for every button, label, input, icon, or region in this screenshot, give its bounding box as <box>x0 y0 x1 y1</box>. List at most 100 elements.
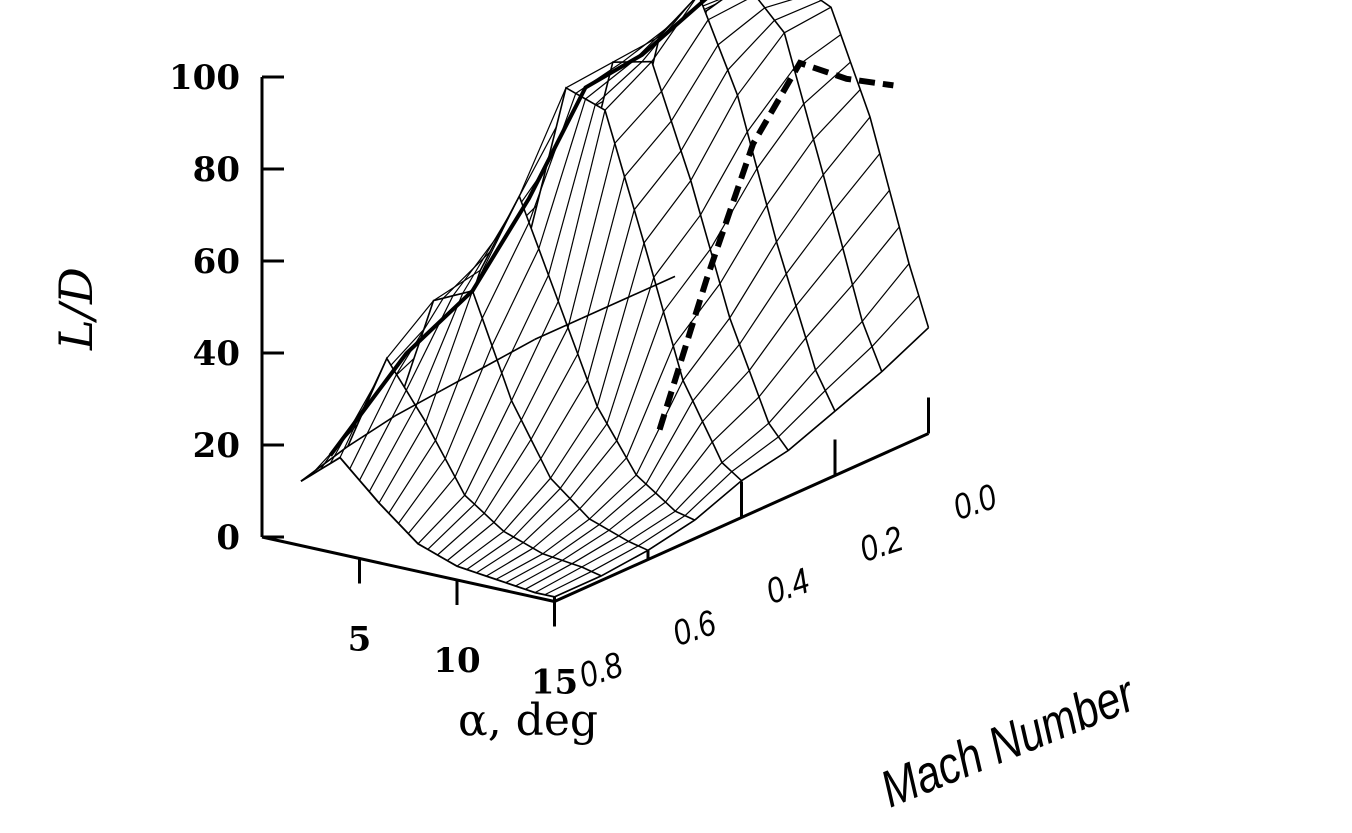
mesh-line <box>852 226 900 286</box>
mesh-line <box>719 204 768 284</box>
mesh-line <box>729 241 778 319</box>
mesh-line <box>405 295 454 391</box>
mesh-line <box>824 346 873 391</box>
mesh-line <box>483 439 532 514</box>
x-tick-label: 5 <box>348 620 372 660</box>
mesh-line <box>386 300 434 359</box>
surface-strip <box>301 358 602 597</box>
mesh-line <box>501 274 550 374</box>
edge-line <box>627 275 676 299</box>
mesh-line <box>434 318 483 441</box>
edge-line <box>300 445 349 482</box>
mach-section-curve <box>393 289 649 552</box>
mach-tick-label: 0.6 <box>668 603 721 654</box>
mesh-line <box>437 512 485 556</box>
mesh-line <box>813 89 861 140</box>
mesh-line <box>739 273 787 345</box>
mesh-line <box>637 515 686 547</box>
mesh-line <box>565 61 614 89</box>
mesh-line <box>711 396 760 443</box>
edge-line <box>694 480 743 521</box>
mesh-line <box>628 510 676 542</box>
mesh-line <box>444 345 493 459</box>
mesh-line <box>495 553 544 580</box>
mesh-line <box>692 343 740 402</box>
edge-line <box>581 296 629 320</box>
mesh-line <box>515 559 563 587</box>
mesh-line <box>737 32 785 96</box>
mesh-line <box>503 477 551 532</box>
mesh-line <box>542 518 590 555</box>
mesh-line <box>748 305 797 371</box>
mesh-line <box>581 540 629 568</box>
mesh-line <box>538 98 587 249</box>
mesh-line <box>746 67 795 133</box>
mesh-line <box>567 143 616 328</box>
x-tick-label: 10 <box>433 641 480 681</box>
edge-line <box>440 364 489 392</box>
edge-line <box>787 410 836 452</box>
mesh-line <box>717 7 766 46</box>
mesh-line <box>832 153 881 212</box>
mesh-line <box>571 535 620 565</box>
y-tick-label: 20 <box>193 426 240 466</box>
mesh-line <box>579 457 627 510</box>
mesh-line <box>861 263 910 322</box>
edge-line <box>647 519 696 551</box>
mesh-line <box>547 104 596 276</box>
mesh-line <box>776 174 824 243</box>
mesh-line <box>559 423 608 489</box>
edge-line <box>534 317 582 341</box>
mesh-line <box>425 290 474 423</box>
mesh-line <box>596 242 645 407</box>
mesh-line <box>594 61 643 106</box>
mesh-line <box>778 390 826 438</box>
mesh-line <box>561 529 610 561</box>
mesh-line <box>522 498 571 544</box>
mesh-line <box>505 556 553 584</box>
mesh-line <box>606 277 655 424</box>
mesh-line <box>758 337 807 398</box>
edge-line <box>554 575 602 598</box>
mesh-line <box>466 536 514 570</box>
mach-section-curve <box>300 456 555 598</box>
mesh-line <box>731 436 779 473</box>
x-axis-line <box>261 535 555 603</box>
mesh-line <box>709 168 758 250</box>
limit-dashed-curve <box>656 59 894 431</box>
surface-mesh <box>300 0 930 598</box>
mesh-line <box>446 521 495 562</box>
edge-line <box>394 389 442 417</box>
surface-strip <box>347 290 648 576</box>
edge-line <box>487 338 536 366</box>
mesh-line <box>513 487 561 538</box>
mesh-line <box>633 150 682 211</box>
mesh-line <box>586 209 635 381</box>
mesh-line <box>349 374 398 470</box>
edge-line <box>347 415 395 448</box>
mesh-line <box>727 19 775 71</box>
x-axis-title: α, deg <box>458 695 598 746</box>
mesh-line <box>530 353 579 440</box>
mach-tick-label: 0.4 <box>762 561 815 612</box>
mesh-line <box>785 211 834 275</box>
mesh-line <box>485 547 534 577</box>
mach-tick-label: 0.0 <box>949 477 1002 528</box>
mesh-line <box>577 176 626 355</box>
mesh-line <box>569 440 618 499</box>
y-axis-title: L/D <box>49 267 103 351</box>
mesh-line <box>815 320 863 371</box>
mesh-line <box>378 421 427 504</box>
mesh-line <box>476 542 524 574</box>
mesh-line <box>464 400 513 496</box>
mesh-line <box>618 501 666 537</box>
mesh-line <box>805 284 853 339</box>
mesh-line <box>591 545 639 572</box>
mesh-line <box>766 138 814 206</box>
mesh-line <box>398 458 446 524</box>
mesh-line <box>604 61 653 111</box>
y-tick-label: 100 <box>169 58 240 98</box>
y-tick-label: 60 <box>193 242 240 282</box>
mesh-line <box>674 462 723 512</box>
mach-tick-label: 0.8 <box>575 645 628 696</box>
